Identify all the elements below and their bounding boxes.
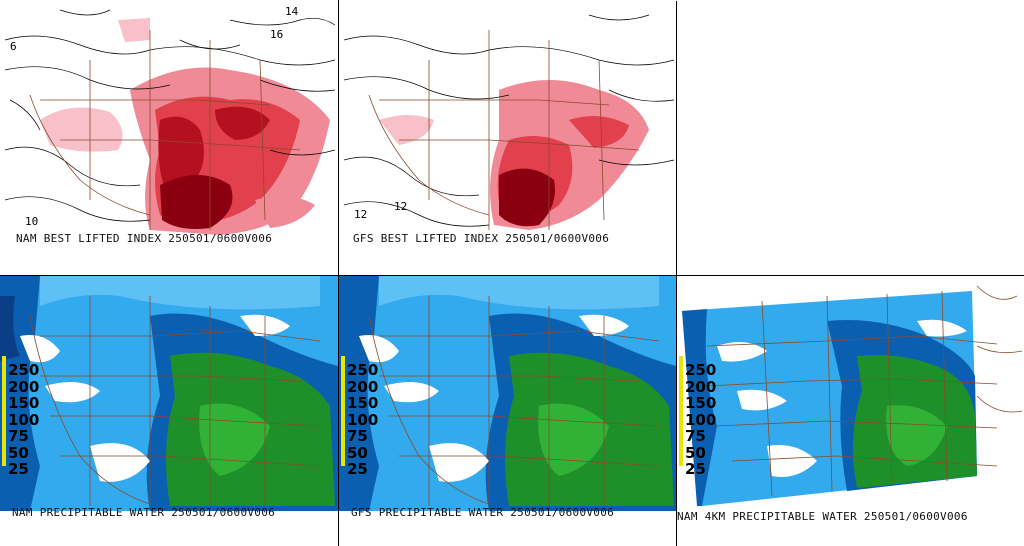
legend-value: 25: [347, 460, 368, 478]
nam4km-pw-legend: 250 200 150 100 75 50 25: [685, 362, 716, 478]
separator-vertical: [338, 0, 339, 546]
separator-horizontal: [0, 275, 1024, 276]
legend-value: 250: [347, 361, 379, 379]
legend-value: 150: [685, 394, 717, 412]
svg-text:12: 12: [354, 208, 367, 221]
nam-pw-graphic: [0, 276, 338, 546]
nam4km-pw-caption: NAM 4KM PRECIPITABLE WATER 250501/0600V0…: [677, 510, 968, 523]
separator-vertical: [676, 0, 677, 546]
nam4km-pw-legend-bar: [679, 356, 683, 466]
legend-value: 25: [8, 460, 29, 478]
nam-precipitable-water-map: 250 200 150 100 75 50 25 NAM PRECIPITABL…: [0, 276, 338, 546]
gfs-pw-caption: GFS PRECIPITABLE WATER 250501/0600V006: [351, 506, 615, 519]
legend-value: 200: [685, 377, 717, 396]
separator-horizontal: [676, 0, 1024, 1]
svg-text:16: 16: [270, 28, 283, 41]
legend-value: 75: [685, 427, 706, 445]
nam4km-pw-graphic: [682, 285, 1023, 506]
svg-text:6: 6: [10, 40, 17, 53]
svg-text:10: 10: [25, 215, 38, 228]
svg-text:12: 12: [394, 200, 407, 213]
nam-pw-caption: NAM PRECIPITABLE WATER 250501/0600V006: [12, 506, 276, 519]
gfs-precipitable-water-map: 250 200 150 100 75 50 25 GFS PRECIPITABL…: [339, 276, 676, 546]
nam-pw-legend: 250 200 150 100 75 50 25: [8, 362, 39, 478]
legend-value: 250: [8, 361, 40, 379]
nam-lifted-index-graphic: 14 16 6 10: [4, 5, 336, 235]
legend-value: 200: [347, 377, 379, 396]
nam4km-precipitable-water-map: 250 200 150 100 75 50 25 NAM 4KM PRECIPI…: [677, 276, 1024, 546]
gfs-lifted-index-map: 12 12 GFS BEST LIFTED INDEX 250501/0600V…: [339, 0, 676, 245]
gfs-pw-legend: 250 200 150 100 75 50 25: [347, 362, 378, 478]
legend-value: 150: [347, 394, 379, 412]
nam-li-caption: NAM BEST LIFTED INDEX 250501/0600V006: [16, 232, 273, 245]
legend-value: 50: [8, 443, 29, 462]
legend-value: 100: [347, 410, 379, 429]
legend-value: 75: [8, 427, 29, 445]
nam-lifted-index-map: 14 16 6 10 NAM BEST LIFTED INDEX 250501/…: [0, 0, 338, 245]
legend-value: 250: [685, 361, 717, 379]
gfs-lifted-index-graphic: 12 12: [343, 14, 675, 230]
legend-value: 150: [8, 394, 40, 412]
gfs-pw-graphic: [339, 276, 676, 546]
legend-value: 50: [685, 443, 706, 462]
legend-value: 25: [685, 460, 706, 478]
legend-value: 100: [8, 410, 40, 429]
svg-text:14: 14: [285, 5, 299, 18]
gfs-pw-legend-bar: [341, 356, 345, 466]
legend-value: 75: [347, 427, 368, 445]
nam-pw-legend-bar: [2, 356, 6, 466]
legend-value: 200: [8, 377, 40, 396]
legend-value: 50: [347, 443, 368, 462]
legend-value: 100: [685, 410, 717, 429]
gfs-li-caption: GFS BEST LIFTED INDEX 250501/0600V006: [353, 232, 610, 245]
